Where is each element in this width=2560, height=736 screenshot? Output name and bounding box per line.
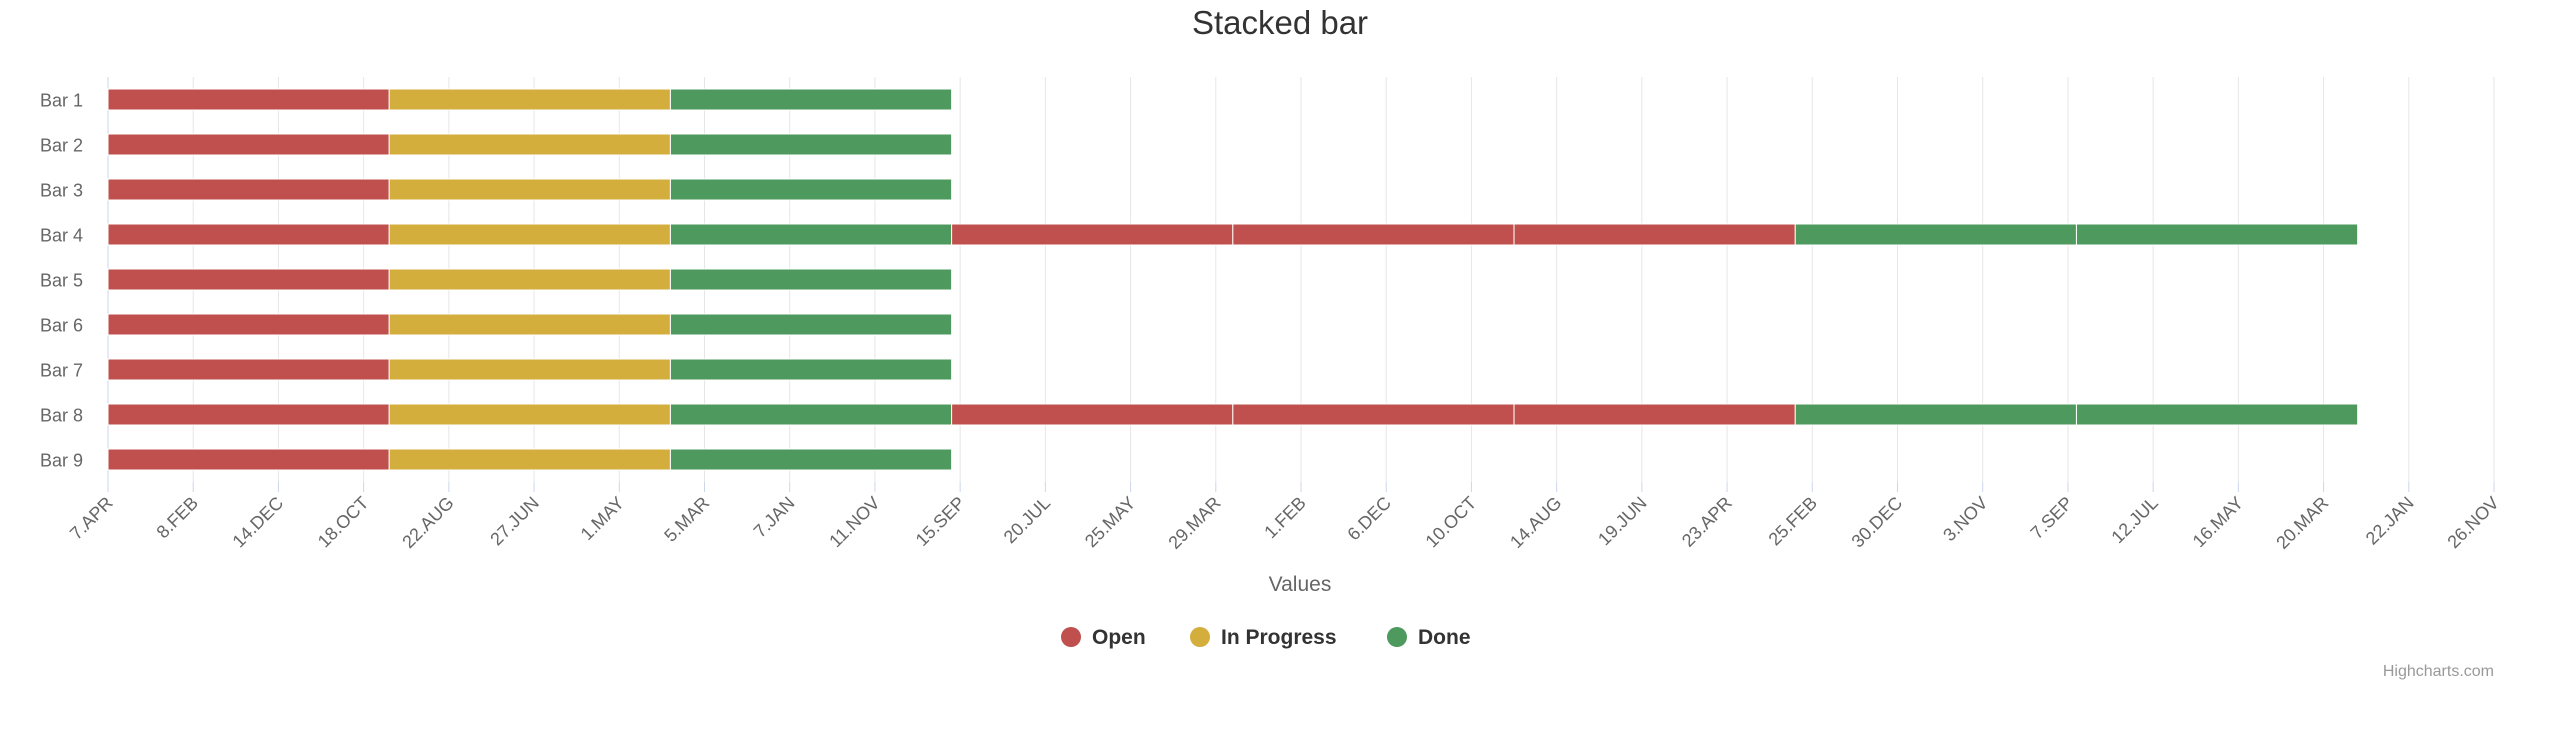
x-tick-label: 14.DEC — [229, 493, 288, 552]
bar-segment-open[interactable] — [107, 448, 390, 471]
bar-segment-open[interactable] — [107, 178, 390, 201]
x-tick-label: 7.JAN — [750, 493, 799, 542]
bar-segment-open[interactable] — [107, 133, 390, 156]
legend-label: In Progress — [1221, 626, 1337, 649]
x-tick-label: 25.MAY — [1081, 493, 1139, 551]
bar-segment-open[interactable] — [1232, 223, 1515, 246]
x-tick-label: 16.MAY — [2189, 493, 2247, 551]
bar-segment-open[interactable] — [107, 313, 390, 336]
x-tick-label: 23.APR — [1678, 493, 1736, 551]
bar-segment-in-progress[interactable] — [388, 178, 671, 201]
x-tick-label: 8.FEB — [153, 493, 203, 543]
bar-segment-done[interactable] — [669, 88, 953, 111]
y-axis-labels: Bar 1 Bar 2 Bar 3 Bar 4 Bar 5 Bar 6 Bar 7 Bar 8… — [40, 91, 83, 471]
bar-segment-in-progress[interactable] — [388, 313, 671, 336]
bar-segment-done[interactable] — [1794, 403, 2077, 426]
bar-segment-open[interactable] — [1513, 223, 1796, 246]
bar-segment-in-progress[interactable] — [388, 88, 671, 111]
legend-marker — [1061, 627, 1081, 647]
x-tick-label: 3.NOV — [1939, 493, 1991, 545]
legend-marker — [1190, 627, 1210, 647]
y-tick-label: Bar 1 — [40, 91, 83, 111]
y-tick-label: Bar 2 — [40, 136, 83, 156]
bar-segment-done[interactable] — [669, 403, 953, 426]
x-tick-label: 1.MAY — [577, 493, 628, 544]
y-tick-label: Bar 5 — [40, 271, 83, 291]
bar-segment-open[interactable] — [107, 268, 390, 291]
bar-segment-done[interactable] — [669, 313, 953, 336]
bar-segment-done[interactable] — [669, 358, 953, 381]
legend-item-done[interactable]: Done — [1387, 626, 1471, 649]
x-axis-labels: 7.APR 8.FEB 14.DEC 18.OCT 22.AUG 27.JUN 1.MAY 5… — [66, 482, 2503, 553]
x-axis-title: Values — [1269, 573, 1332, 596]
x-tick-label: 6.DEC — [1343, 493, 1395, 545]
x-tick-label: 11.NOV — [825, 493, 883, 551]
bar-segment-done[interactable] — [669, 223, 953, 246]
credits-link[interactable]: Highcharts.com — [2383, 663, 2494, 680]
bar-segment-open[interactable] — [951, 403, 1234, 426]
bar-segment-done[interactable] — [2075, 403, 2359, 426]
x-tick-label: 12.JUL — [2107, 493, 2161, 547]
legend-label: Done — [1418, 626, 1471, 649]
x-tick-label: 1.FEB — [1260, 493, 1310, 543]
bars — [107, 88, 2359, 471]
bar-segment-open[interactable] — [107, 403, 390, 426]
x-tick-label: 20.JUL — [1000, 493, 1054, 547]
bar-segment-done[interactable] — [2075, 223, 2359, 246]
y-tick-label: Bar 7 — [40, 361, 83, 381]
bar-segment-done[interactable] — [669, 178, 953, 201]
x-tick-label: 15.SEP — [912, 493, 969, 550]
bar-segment-open[interactable] — [1232, 403, 1515, 426]
x-tick-label: 20.MAR — [2272, 493, 2332, 553]
x-tick-label: 18.OCT — [314, 493, 373, 552]
legend: Open In Progress Done — [1061, 626, 1471, 649]
bar-segment-open[interactable] — [107, 358, 390, 381]
x-tick-label: 22.JAN — [2362, 493, 2418, 549]
bar-segment-in-progress[interactable] — [388, 268, 671, 291]
legend-marker — [1387, 627, 1407, 647]
bar-segment-in-progress[interactable] — [388, 133, 671, 156]
bar-segment-open[interactable] — [107, 88, 390, 111]
y-tick-label: Bar 8 — [40, 406, 83, 426]
bar-segment-in-progress[interactable] — [388, 223, 671, 246]
legend-item-in-progress[interactable]: In Progress — [1190, 626, 1337, 649]
y-tick-label: Bar 9 — [40, 451, 83, 471]
x-tick-label: 26.NOV — [2443, 493, 2502, 552]
x-tick-label: 27.JUN — [486, 493, 543, 550]
chart-title: Stacked bar — [1192, 4, 1368, 41]
bar-segment-done[interactable] — [669, 448, 953, 471]
bar-segment-done[interactable] — [669, 133, 953, 156]
y-tick-label: Bar 4 — [40, 226, 83, 246]
bar-segment-in-progress[interactable] — [388, 358, 671, 381]
x-tick-label: 10.OCT — [1422, 493, 1481, 552]
legend-item-open[interactable]: Open — [1061, 626, 1146, 649]
x-tick-label: 14.AUG — [1506, 493, 1565, 552]
y-tick-label: Bar 3 — [40, 181, 83, 201]
x-tick-label: 5.MAR — [660, 493, 713, 546]
bar-segment-done[interactable] — [1794, 223, 2077, 246]
x-tick-label: 19.JUN — [1594, 493, 1651, 550]
bar-segment-open[interactable] — [107, 223, 390, 246]
bar-segment-done[interactable] — [669, 268, 953, 291]
bar-segment-open[interactable] — [1513, 403, 1796, 426]
x-tick-label: 29.MAR — [1164, 493, 1224, 553]
legend-label: Open — [1092, 626, 1146, 649]
x-tick-label: 30.DEC — [1848, 493, 1907, 552]
bar-segment-in-progress[interactable] — [388, 448, 671, 471]
x-tick-label: 7.APR — [66, 493, 117, 544]
bar-segment-open[interactable] — [951, 223, 1234, 246]
x-tick-label: 7.SEP — [2027, 493, 2077, 543]
x-tick-label: 25.FEB — [1765, 493, 1822, 550]
x-tick-label: 22.AUG — [398, 493, 457, 552]
bar-segment-in-progress[interactable] — [388, 403, 671, 426]
y-tick-label: Bar 6 — [40, 316, 83, 336]
